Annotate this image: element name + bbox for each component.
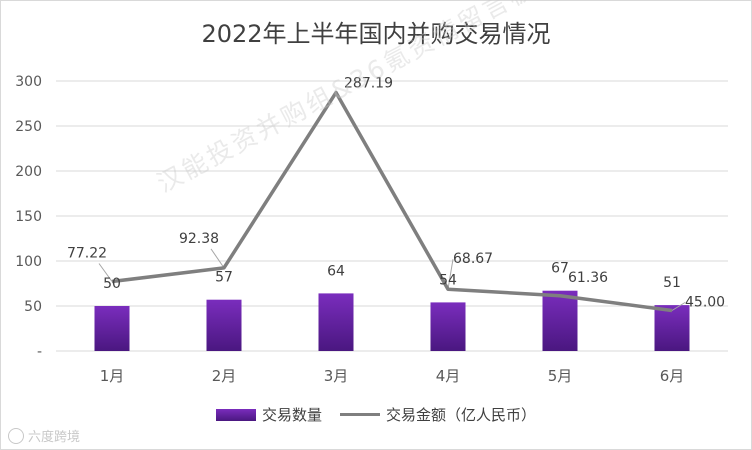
leader-line (98, 263, 113, 282)
y-tick-label: 250 (15, 119, 42, 135)
y-tick-label: 50 (24, 299, 42, 315)
legend: 交易数量 交易金额（亿人民币） (0, 404, 752, 425)
series-line (111, 90, 673, 313)
leader-line (210, 248, 225, 269)
bar (94, 306, 130, 351)
bar (430, 302, 466, 351)
brand-text: 六度跨境 (28, 430, 81, 445)
y-tick-label: 300 (15, 74, 42, 90)
line-data-label: 92.38 (179, 231, 219, 247)
brand-icon (8, 427, 24, 444)
legend-bar-label: 交易数量 (261, 406, 322, 424)
bar (318, 293, 354, 351)
bar (206, 299, 242, 351)
x-tick-label: 3月 (324, 367, 349, 385)
bar-data-label: 57 (215, 270, 233, 286)
y-tick-label: 200 (15, 164, 42, 180)
legend-item-line: 交易金额（亿人民币） (340, 404, 536, 425)
line-data-label: 287.19 (344, 76, 393, 92)
legend-line-swatch (340, 413, 380, 416)
chart-title: 2022年上半年国内并购交易情况 (201, 20, 551, 48)
x-tick-label: 6月 (660, 367, 685, 385)
line-data-label: 61.36 (568, 270, 608, 286)
brand-logo: 六度跨境 (8, 426, 80, 445)
bar (654, 305, 690, 351)
bar-data-label: 64 (327, 263, 345, 279)
legend-bar-swatch (215, 408, 256, 421)
bar-data-label: 50 (103, 276, 121, 292)
leader-line (671, 302, 686, 311)
y-tick-label: 100 (15, 254, 42, 270)
bar (542, 290, 578, 351)
x-tick-label: 5月 (548, 367, 573, 385)
x-tick-label: 1月 (100, 367, 125, 385)
legend-item-bar: 交易数量 (215, 404, 322, 425)
y-tick-label: - (37, 344, 42, 360)
y-tick-label: 150 (15, 209, 42, 225)
x-tick-label: 2月 (212, 367, 237, 385)
line-data-label: 45.00 (685, 295, 725, 311)
line-data-label: 68.67 (453, 251, 493, 267)
bar-data-label: 51 (663, 275, 681, 291)
leader-line (447, 259, 454, 290)
legend-line-label: 交易金额（亿人民币） (386, 406, 537, 424)
bar-data-label: 67 (551, 261, 569, 277)
x-tick-label: 4月 (436, 367, 461, 385)
bar-data-label: 54 (439, 272, 457, 288)
line-data-label: 77.22 (67, 246, 107, 262)
